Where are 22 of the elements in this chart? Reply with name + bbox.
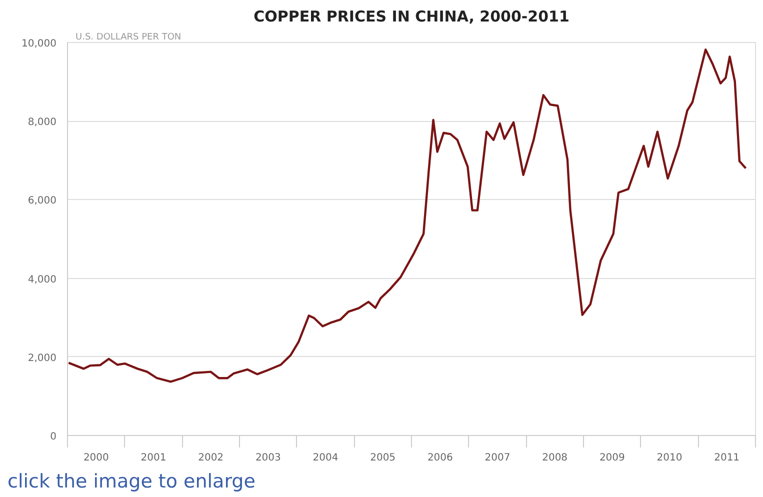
y-tick-label: 10,000 (22, 38, 57, 50)
x-tick-label: 2008 (542, 452, 568, 464)
x-tick-label: 2011 (714, 452, 740, 464)
x-tick-label: 2002 (198, 452, 224, 464)
x-tick-label: 2006 (427, 452, 453, 464)
x-tick-label: 2007 (484, 452, 510, 464)
line-series (68, 48, 747, 383)
text: click the image to enlarge (8, 470, 256, 492)
x-tick-label: 2003 (255, 452, 281, 464)
y-axis-title: U.S. DOLLARS PER TON (76, 32, 182, 42)
x-tick-label: 2005 (370, 452, 396, 464)
x-tick-label: 2000 (83, 452, 109, 464)
x-tick-label: 2004 (312, 452, 338, 464)
y-tick-label: 6,000 (28, 196, 57, 207)
y-tick-label: 4,000 (28, 274, 57, 286)
chart-title: COPPER PRICES IN CHINA, 2000-2011 (254, 8, 570, 26)
x-tick-label: 2010 (656, 452, 682, 464)
y-tick-label: 0 (50, 432, 57, 442)
x-tick-label: 2001 (140, 452, 166, 464)
y-tick-label: 8,000 (28, 117, 57, 128)
y-tick-label: 2,000 (28, 352, 57, 364)
x-tick-label: 2009 (599, 452, 625, 464)
